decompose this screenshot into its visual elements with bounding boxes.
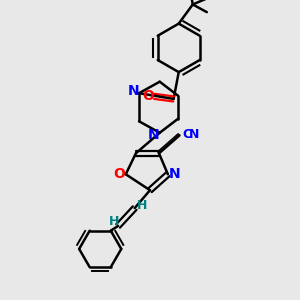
Text: H: H xyxy=(109,215,119,228)
Text: O: O xyxy=(113,167,125,181)
Text: O: O xyxy=(142,89,154,103)
Text: C: C xyxy=(183,128,192,140)
Text: H: H xyxy=(137,199,148,212)
Text: N: N xyxy=(128,84,139,98)
Text: N: N xyxy=(148,128,160,142)
Text: N: N xyxy=(168,167,180,181)
Text: N: N xyxy=(189,128,199,140)
